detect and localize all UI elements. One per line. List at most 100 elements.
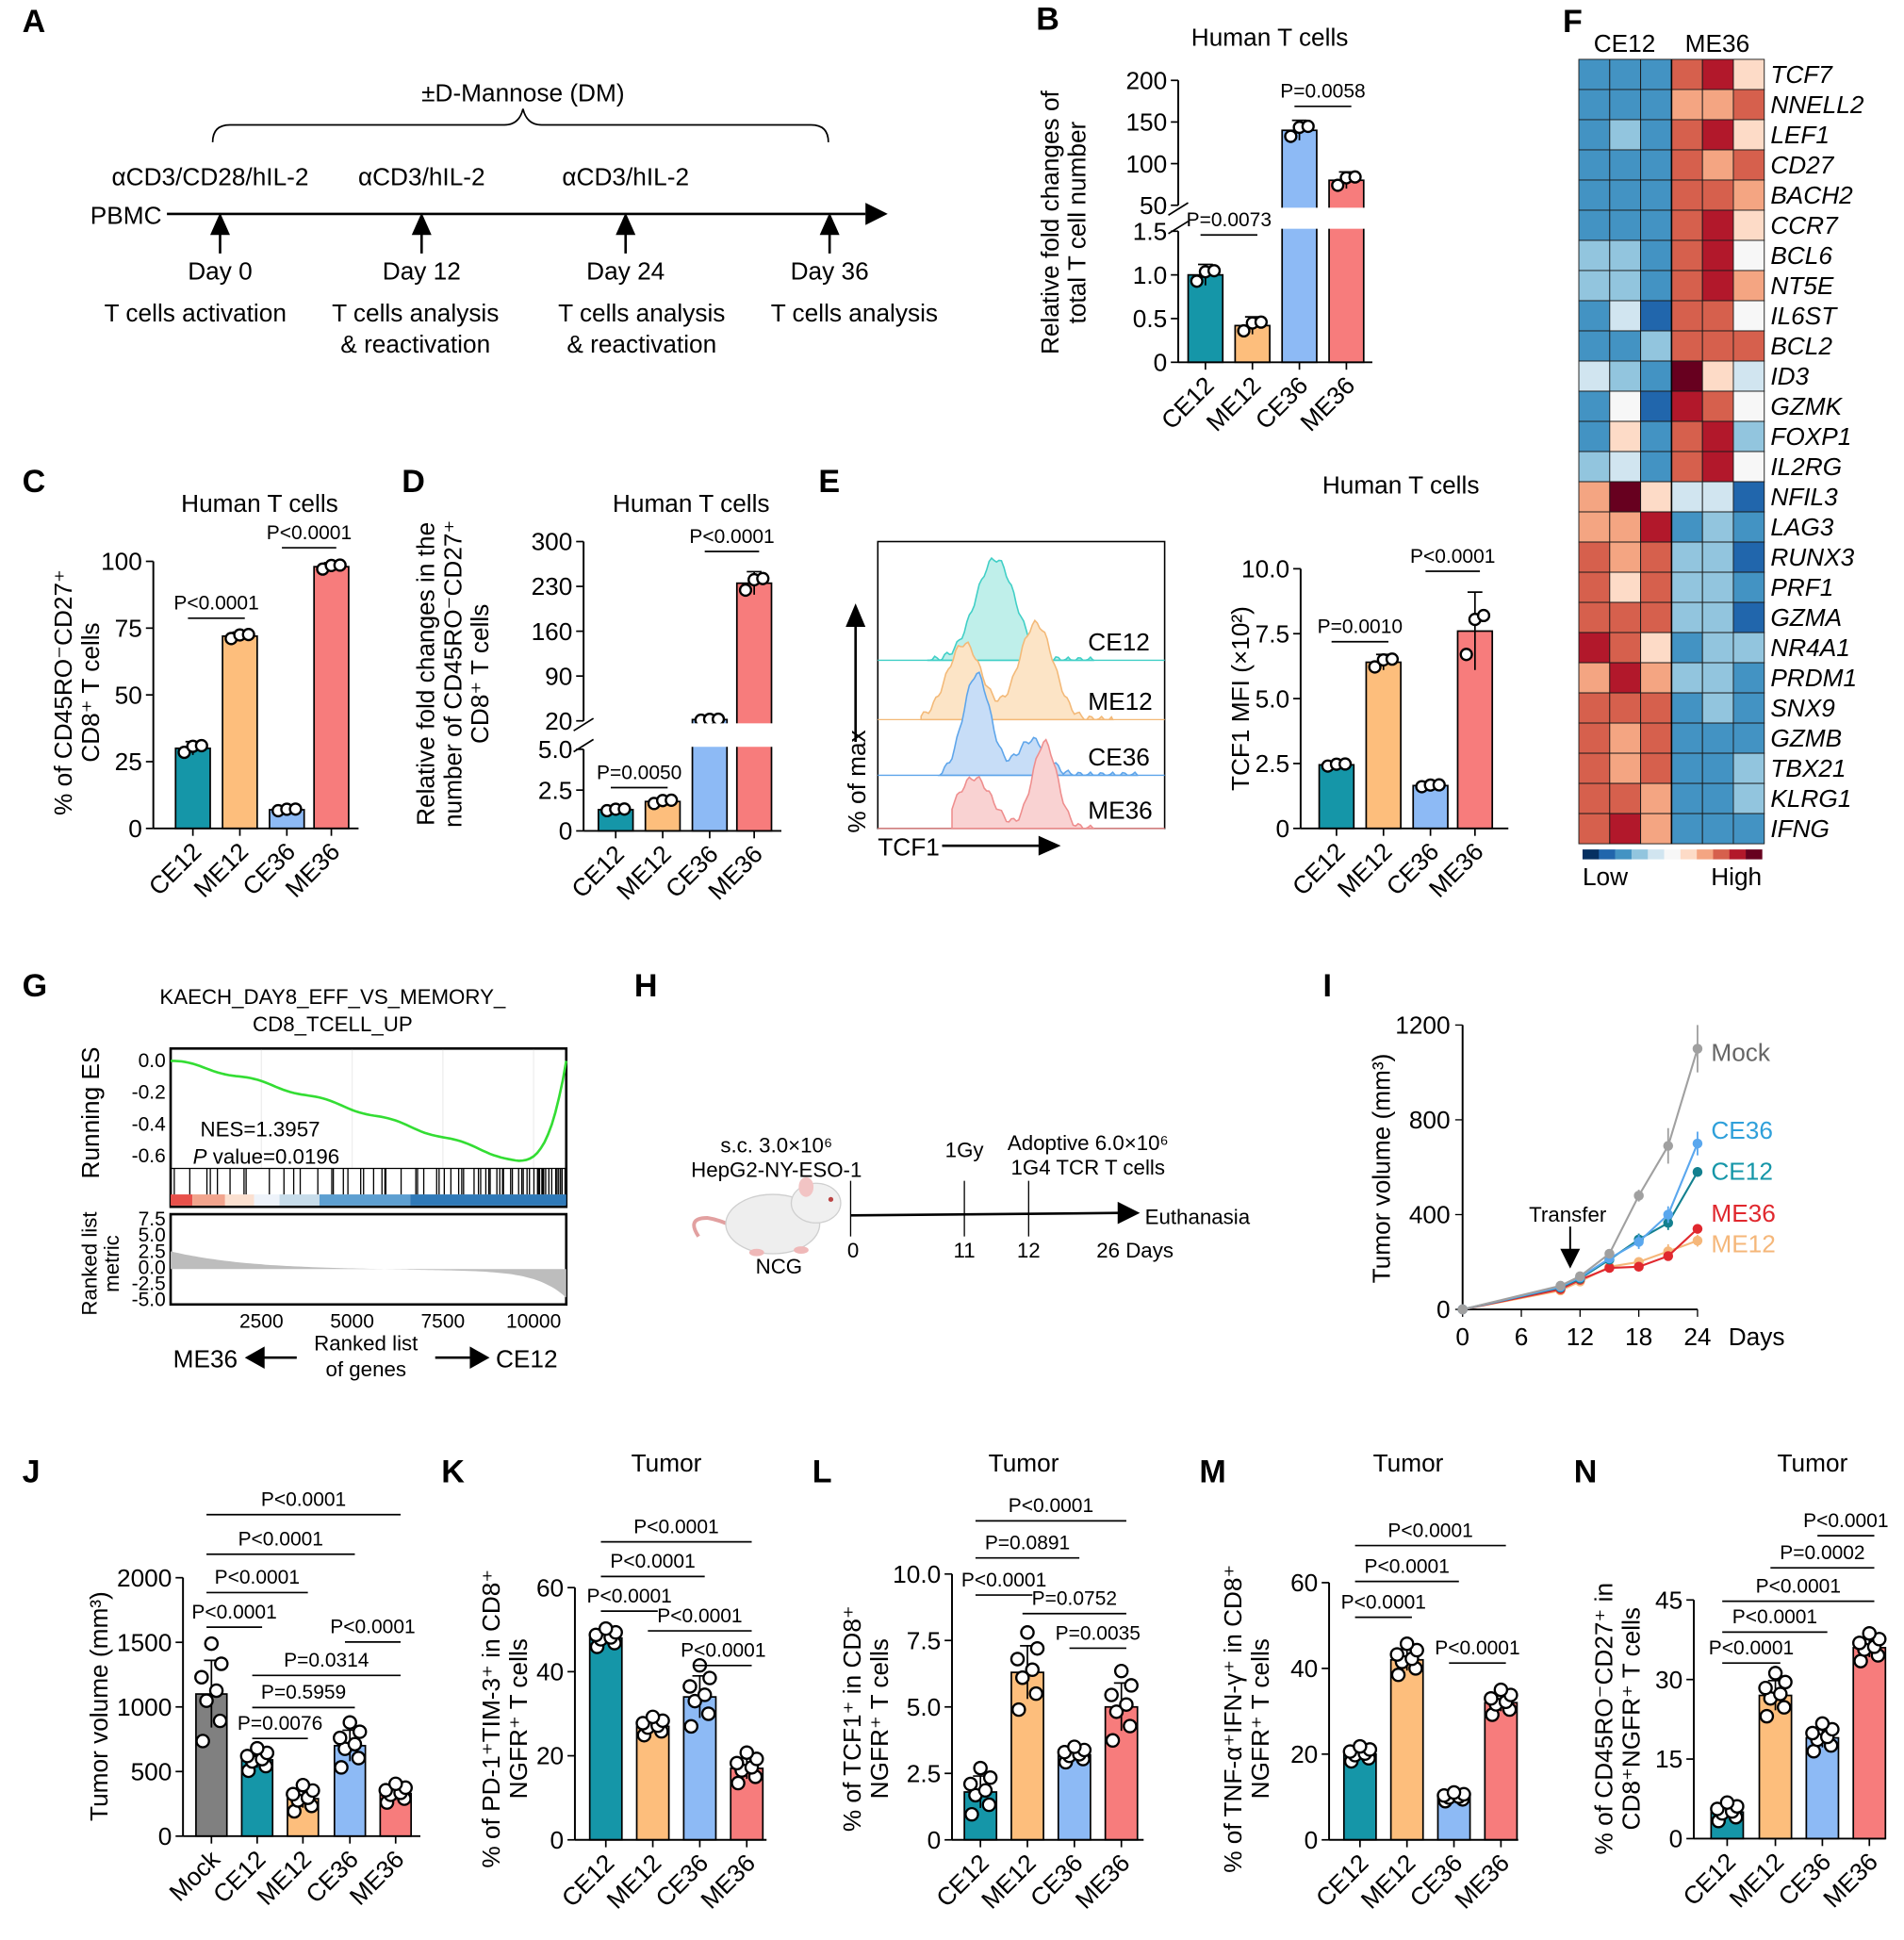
data-point: [1773, 1686, 1788, 1702]
arrow-up-icon: [616, 212, 636, 236]
heatmap-cell: [1732, 119, 1765, 151]
data-point: [598, 1620, 614, 1636]
heatmap-cell: [1732, 300, 1765, 332]
heatmap-cell: [1578, 752, 1611, 784]
heatmap-cell: [1578, 571, 1611, 603]
data-point: [1237, 323, 1251, 338]
x-tick-label: 6: [1515, 1323, 1529, 1351]
histogram-ce12: [927, 556, 1094, 662]
data-point: [1692, 1224, 1703, 1234]
metric-tick: -2.5: [132, 1274, 166, 1295]
heatmap-cell: [1701, 752, 1734, 784]
series-line-mock: [1462, 1048, 1699, 1311]
y-tick-label: 45: [1655, 1586, 1682, 1614]
data-point: [1368, 660, 1382, 674]
chart-title: Tumor: [989, 1449, 1059, 1477]
data-point: [1777, 1700, 1792, 1715]
p-value-label: P=0.0058: [1280, 81, 1365, 103]
data-point: [700, 1706, 716, 1721]
es-tick: 0.0: [139, 1050, 166, 1072]
series-label: ME12: [1711, 1230, 1776, 1258]
panel-letter: E: [818, 464, 840, 500]
metric-tick: 7.5: [139, 1208, 166, 1230]
arrow-down-icon: [1560, 1248, 1581, 1269]
data-point: [199, 1693, 214, 1708]
panel-g: G KAECH_DAY8_EFF_VS_MEMORY_ CD8_TCELL_UP 0…: [23, 968, 568, 1381]
gene-label: NT5E: [1770, 271, 1834, 300]
y-tick-label: 0: [128, 814, 142, 843]
heatmap-cell: [1609, 390, 1642, 422]
chart-title: Human T cells: [181, 489, 338, 518]
x-tick: 5000: [330, 1311, 374, 1333]
axis-break-gap: [568, 723, 784, 748]
break-mark: [573, 717, 595, 732]
heatmap-cell: [1732, 179, 1765, 211]
heatmap-cell: [1640, 390, 1672, 422]
y-axis-label: % of TCF1⁺ in CD8⁺: [838, 1605, 866, 1832]
category-label: ME36: [1295, 371, 1361, 437]
heatmap-cell: [1732, 481, 1765, 513]
data-point: [332, 1730, 348, 1746]
colorbar-segment: [1713, 849, 1731, 860]
heatmap-cell: [1640, 692, 1672, 724]
category-label: ME12: [189, 837, 254, 903]
bar-me12: [635, 1725, 670, 1841]
metric-tick: 0.0: [139, 1257, 166, 1278]
heatmap-cell: [1578, 149, 1611, 181]
arrow-up-icon: [411, 212, 432, 236]
panel-letter: A: [23, 4, 46, 40]
y-tick-label: 20: [536, 1742, 564, 1770]
heatmap-cell: [1609, 360, 1642, 392]
data-point: [1432, 778, 1446, 792]
day-label: Day 36: [791, 256, 869, 285]
data-point: [1767, 1666, 1783, 1681]
histogram-label: ME36: [1088, 796, 1153, 824]
heatmap-cell: [1578, 782, 1611, 814]
heatmap-cell: [1701, 209, 1734, 241]
data-point: [241, 628, 255, 642]
data-point: [378, 1783, 393, 1798]
bar-me12: [222, 634, 258, 830]
heatmap-cell: [1670, 300, 1703, 332]
panel-letter: L: [812, 1455, 832, 1490]
series-line-ce12: [1462, 1171, 1699, 1311]
category-label: ME12: [1355, 1849, 1421, 1915]
arrow-right-icon: [1038, 835, 1061, 856]
y-tick-label: 800: [1409, 1106, 1451, 1134]
data-point: [1814, 1716, 1830, 1732]
heatmap-cell: [1701, 722, 1734, 754]
heatmap-cell: [1670, 662, 1703, 694]
bar-chart-d: D Human T cells Relative fold changes in t…: [402, 464, 784, 906]
p-value-label: P<0.0001: [261, 1489, 346, 1511]
metric-tick: -5.0: [132, 1290, 166, 1311]
heatmap-cell: [1670, 239, 1703, 271]
data-point: [1025, 1662, 1040, 1678]
p-rest: value=0.0196: [207, 1144, 340, 1168]
data-point: [286, 1786, 301, 1802]
heatmap-cell: [1701, 300, 1734, 332]
data-point: [1254, 315, 1268, 329]
panel-letter: C: [23, 464, 46, 500]
heatmap-cell: [1578, 451, 1611, 483]
p-value-label: P=0.0891: [985, 1533, 1070, 1554]
y-tick-label: 300: [532, 528, 573, 556]
heatmap-cell: [1578, 420, 1611, 452]
category-label: ME12: [611, 840, 677, 906]
gene-label: PRF1: [1770, 573, 1833, 601]
heatmap-cell: [1701, 692, 1734, 724]
data-point: [687, 1693, 702, 1709]
event-label: T cells analysis: [332, 299, 499, 327]
y-tick-label: 1200: [1395, 1011, 1450, 1040]
data-point: [1348, 170, 1362, 184]
data-point: [1692, 1138, 1703, 1149]
heatmap-cell: [1732, 601, 1765, 633]
heatmap-cell: [1578, 270, 1611, 302]
heatmap-cell: [1701, 179, 1734, 211]
heatmap-cell: [1640, 662, 1672, 694]
heatmap-cell: [1670, 601, 1703, 633]
heatmap-cell: [1640, 752, 1672, 784]
heatmap-cell: [1578, 511, 1611, 543]
heatmap-cell: [1609, 632, 1642, 664]
y-tick-label: 150: [1125, 108, 1167, 137]
colorbar-segment: [1631, 849, 1649, 860]
